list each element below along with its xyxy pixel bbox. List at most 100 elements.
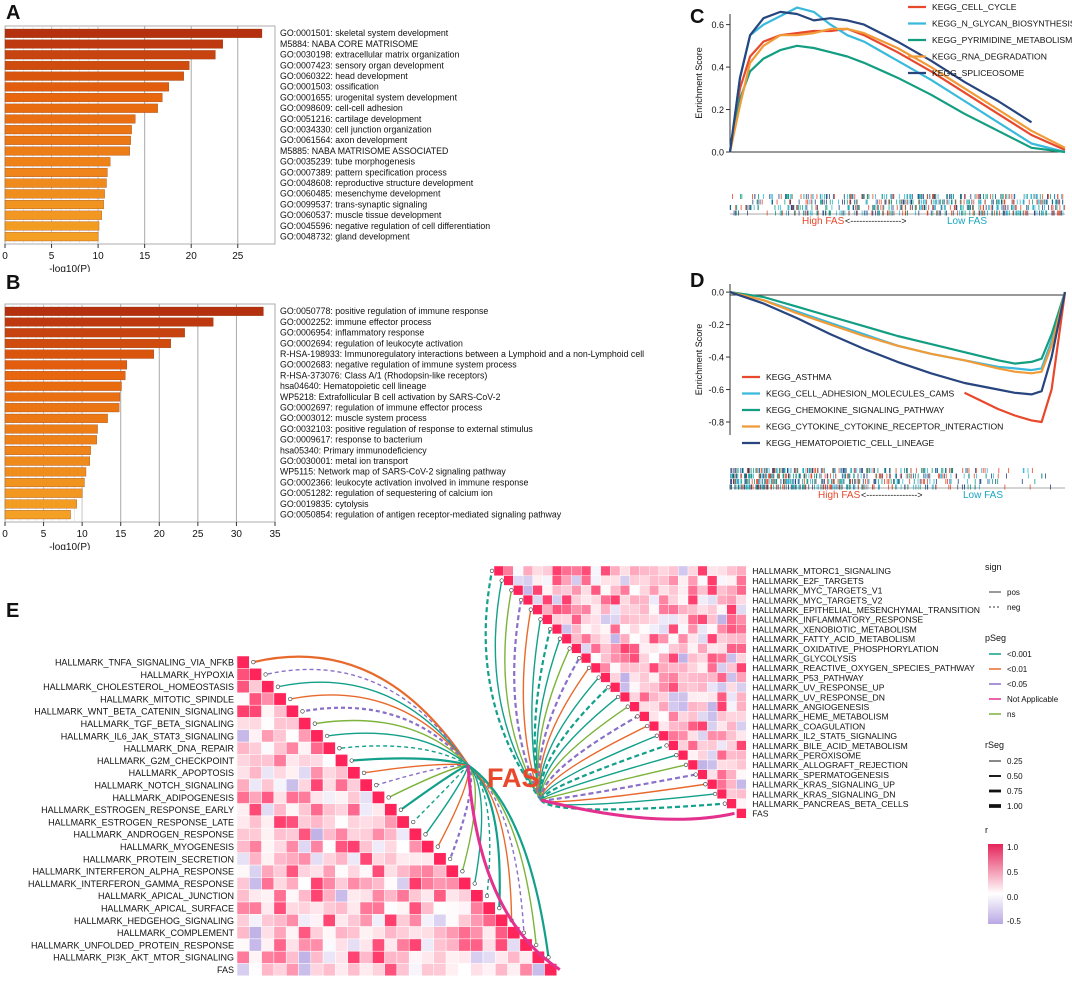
heatmap-cell <box>581 643 592 654</box>
heatmap-row-label: HALLMARK_UNFOLDED_PROTEIN_RESPONSE <box>31 940 234 950</box>
link-endpoint <box>300 709 305 714</box>
x-tick-label: 5 <box>49 251 55 262</box>
heatmap-cell <box>408 852 422 866</box>
heatmap-cell <box>629 604 640 615</box>
heatmap-cell <box>552 623 563 635</box>
heatmap-cell <box>396 889 410 903</box>
link-endpoint <box>398 807 404 812</box>
heatmap-cell <box>571 623 582 635</box>
heatmap-cell <box>273 963 287 977</box>
heatmap-cell <box>619 565 630 576</box>
bar-category-label: GO:0032103: positive regulation of respo… <box>280 424 533 434</box>
heatmap-cell <box>445 889 459 903</box>
x-tick-label: 15 <box>115 529 127 540</box>
heatmap-cell <box>697 653 708 664</box>
heatmap-cell <box>639 701 650 712</box>
correlation-link <box>484 570 542 801</box>
heatmap-cell <box>236 889 250 903</box>
heatmap-cell <box>470 914 484 927</box>
heatmap-cell <box>668 604 679 615</box>
heatmap-cell <box>273 815 287 829</box>
bar <box>4 93 163 103</box>
heatmap-cell <box>384 963 398 977</box>
heatmap-cell <box>716 614 727 625</box>
link-endpoint <box>435 844 440 849</box>
x-tick-label: 10 <box>77 529 89 540</box>
heatmap-cell <box>347 877 361 890</box>
heatmap-cell <box>581 614 592 625</box>
heatmap-row-label: HALLMARK_MYC_TARGETS_V2 <box>752 595 882 605</box>
panel-label-a: A <box>6 2 21 24</box>
heatmap-cell <box>236 717 250 731</box>
heatmap-cell <box>561 594 572 605</box>
heatmap-cell <box>687 759 698 770</box>
correlation-link <box>277 681 469 766</box>
heatmap-cell <box>668 653 679 664</box>
heatmap-cell <box>249 877 262 890</box>
heatmap-cell <box>707 662 718 673</box>
heatmap-cell <box>310 914 324 927</box>
heatmap-cell <box>482 963 496 977</box>
heatmap-cell <box>678 662 689 673</box>
heatmap-cell <box>273 704 287 718</box>
heatmap-cell <box>384 815 398 829</box>
heatmap-cell <box>736 769 747 780</box>
heatmap-cell <box>581 575 592 586</box>
bar <box>4 82 170 92</box>
heatmap-cell <box>408 963 422 977</box>
heatmap-cell <box>495 938 508 952</box>
legend-rseg-label: 0.50 <box>1007 772 1023 781</box>
legend-r-tick: 0.0 <box>1007 893 1019 902</box>
heatmap-cell <box>736 750 747 761</box>
heatmap-cell <box>249 852 262 866</box>
heatmap-cell <box>668 691 679 703</box>
heatmap-cell <box>629 682 640 693</box>
heatmap-cell <box>726 662 737 673</box>
heatmap-cell <box>726 682 737 693</box>
heatmap-cell <box>639 594 650 605</box>
heatmap-cell <box>542 614 553 625</box>
heatmap-cell <box>359 803 373 817</box>
link-endpoint <box>645 723 650 729</box>
heatmap-cell <box>347 963 361 977</box>
heatmap-cell <box>372 950 385 964</box>
heatmap-cell <box>629 633 640 644</box>
heatmap-cell <box>726 691 737 703</box>
heatmap-cell <box>261 926 275 940</box>
y-axis-label: Enrichment Score <box>694 324 704 396</box>
heatmap-cell <box>649 623 660 635</box>
heatmap-cell <box>384 877 398 890</box>
heatmap-cell <box>310 901 324 915</box>
heatmap-cell <box>261 840 275 854</box>
heatmap-cell <box>322 963 336 977</box>
heatmap-row-label: HALLMARK_PANCREAS_BETA_CELLS <box>752 799 909 809</box>
heatmap-cell <box>687 575 698 586</box>
heatmap-cell <box>707 711 718 722</box>
heatmap-cell <box>249 963 262 977</box>
bar <box>4 424 98 434</box>
heatmap-cell <box>322 852 336 866</box>
heatmap-cell <box>298 815 312 829</box>
heatmap-cell <box>697 585 708 596</box>
heatmap-cell <box>261 815 275 829</box>
heatmap-cell <box>236 778 250 792</box>
heatmap-cell <box>421 926 435 940</box>
bar-category-label: GO:0002697: regulation of immune effecto… <box>280 403 483 413</box>
heatmap-cell <box>384 938 398 952</box>
heatmap-cell <box>261 717 275 731</box>
link-endpoint <box>548 626 553 632</box>
heatmap-cell <box>249 766 262 780</box>
heatmap-cell <box>726 643 737 654</box>
heatmap-cell <box>629 701 640 712</box>
heatmap-cell <box>249 692 262 706</box>
heatmap-cell <box>273 852 287 866</box>
heatmap-cell <box>322 778 336 792</box>
heatmap-cell <box>396 840 410 854</box>
heatmap-cell <box>322 791 336 804</box>
heatmap-cell <box>261 938 275 952</box>
heatmap-cell <box>335 889 348 903</box>
heatmap-cell <box>347 889 361 903</box>
link-endpoint <box>263 672 268 677</box>
y-tick-label: -0.4 <box>708 353 724 363</box>
legend-r-tick: 1.0 <box>1007 843 1019 852</box>
